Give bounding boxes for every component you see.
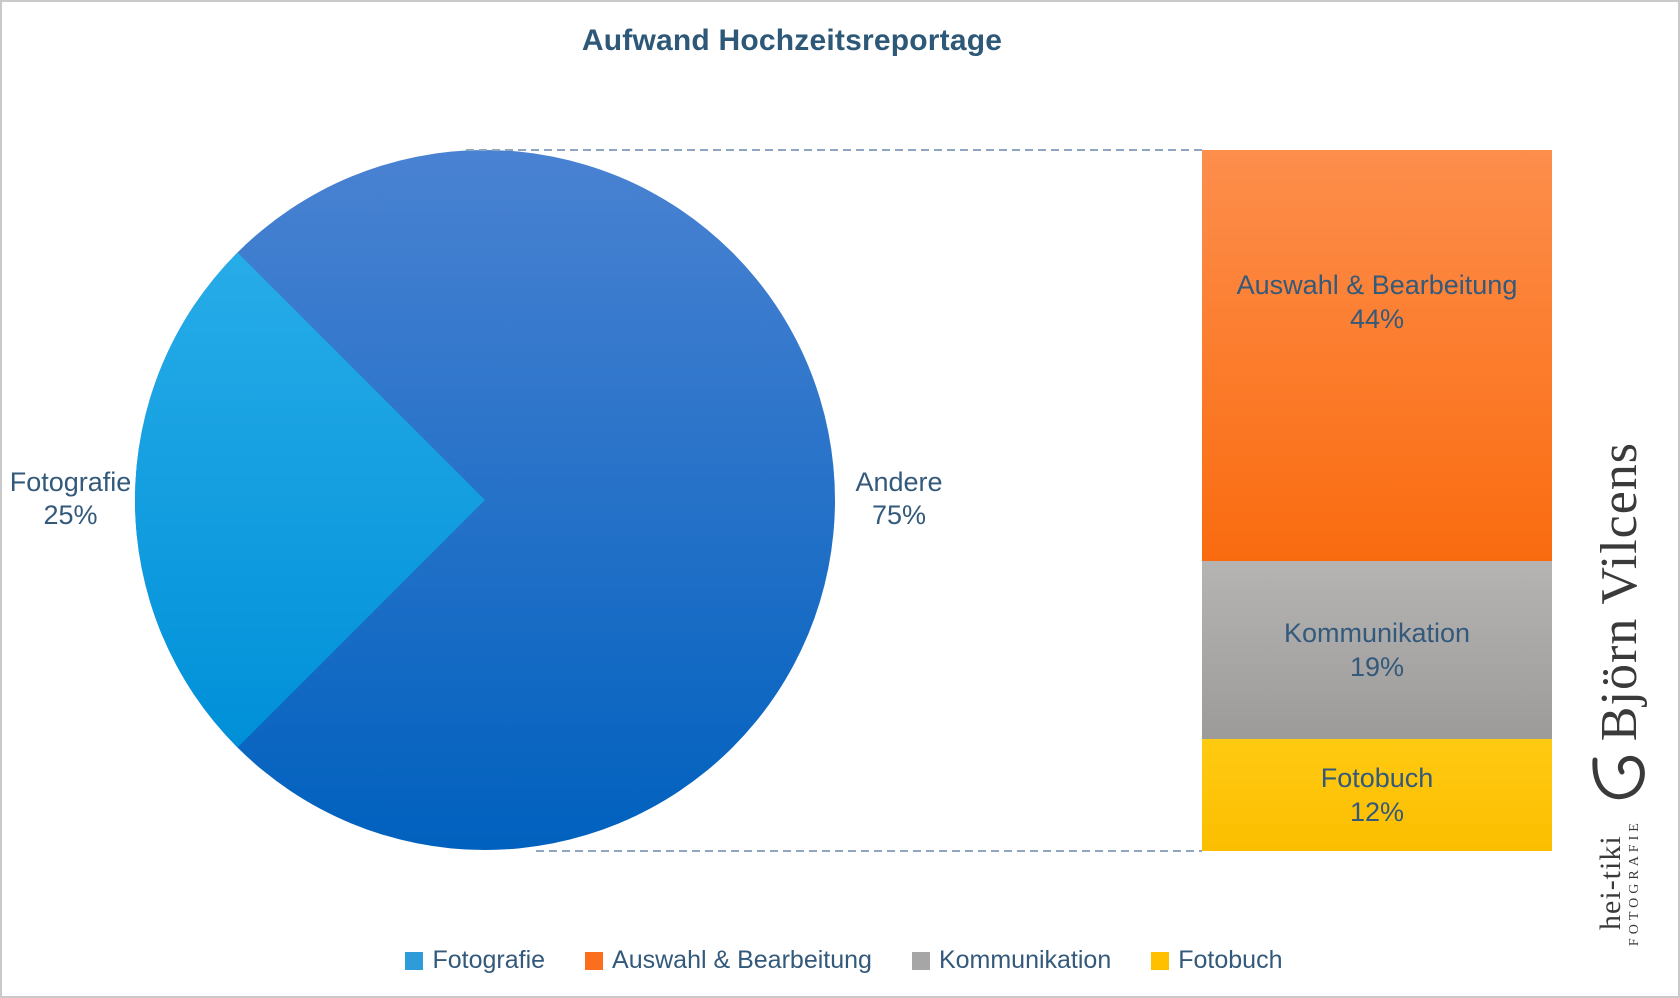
pie-label-fotografie-pct: 25%	[43, 500, 98, 530]
chart-legend: Fotografie Auswahl & Bearbeitung Kommuni…	[2, 946, 1678, 975]
pie-slice-fotografie	[134, 252, 486, 748]
bar-segment-fotobuch-label: Fotobuch	[1320, 762, 1434, 793]
legend-item-kommunikation: Kommunikation	[911, 946, 1112, 975]
bar-segment-kommunikation: Kommunikation 19%	[1202, 561, 1552, 739]
bar-segment-auswahl-pct: 44%	[1349, 304, 1405, 334]
bar-segment-fotobuch: Fotobuch 12%	[1202, 738, 1552, 851]
pie-label-andere-pct: 75%	[871, 500, 927, 530]
legend-marker-fotobuch	[1151, 951, 1170, 970]
legend-marker-fotografie	[405, 951, 424, 970]
bar-segment-auswahl: Auswahl & Bearbeitung 44%	[1202, 150, 1552, 562]
bar-segment-auswahl-label: Auswahl & Bearbeitung	[1236, 270, 1518, 300]
studio-name: hei-tiki	[1593, 835, 1627, 930]
legend-label-fotografie: Fotografie	[432, 946, 546, 974]
legend-label-fotobuch: Fotobuch	[1178, 946, 1283, 974]
legend-item-auswahl: Auswahl & Bearbeitung	[585, 946, 872, 975]
legend-marker-auswahl	[585, 951, 604, 970]
breakdown-bar: Auswahl & Bearbeitung 44% Kommunikation …	[1202, 150, 1552, 851]
legend-item-fotobuch: Fotobuch	[1151, 946, 1283, 975]
legend-label-kommunikation: Kommunikation	[938, 946, 1112, 974]
legend-label-auswahl: Auswahl & Bearbeitung	[612, 946, 872, 974]
bar-segment-fotobuch-pct: 12%	[1349, 796, 1405, 827]
pie-label-andere-name: Andere	[855, 467, 943, 497]
chart-title: Aufwand Hochzeitsreportage	[581, 24, 1003, 57]
pie-slice-andere	[135, 150, 835, 850]
bar-segment-kommunikation-label: Kommunikation	[1283, 618, 1471, 649]
studio-subtitle: FOTOGRAFIE	[1627, 819, 1643, 947]
pie-label-fotografie: Fotografie 25%	[2, 466, 139, 532]
legend-item-fotografie: Fotografie	[405, 946, 545, 975]
bar-segment-kommunikation-pct: 19%	[1349, 652, 1405, 683]
pie-label-andere: Andere 75%	[829, 466, 969, 532]
studio-brand: hei-tiki FOTOGRAFIE	[1593, 819, 1643, 947]
pie-label-fotografie-name: Fotografie	[9, 467, 132, 497]
photographer-name: Björn Vilcens	[1590, 441, 1648, 742]
legend-marker-kommunikation	[911, 951, 930, 970]
photographer-watermark: hei-tiki FOTOGRAFIE Björn Vilcens	[1559, 424, 1678, 964]
swirl-icon	[1592, 756, 1645, 800]
